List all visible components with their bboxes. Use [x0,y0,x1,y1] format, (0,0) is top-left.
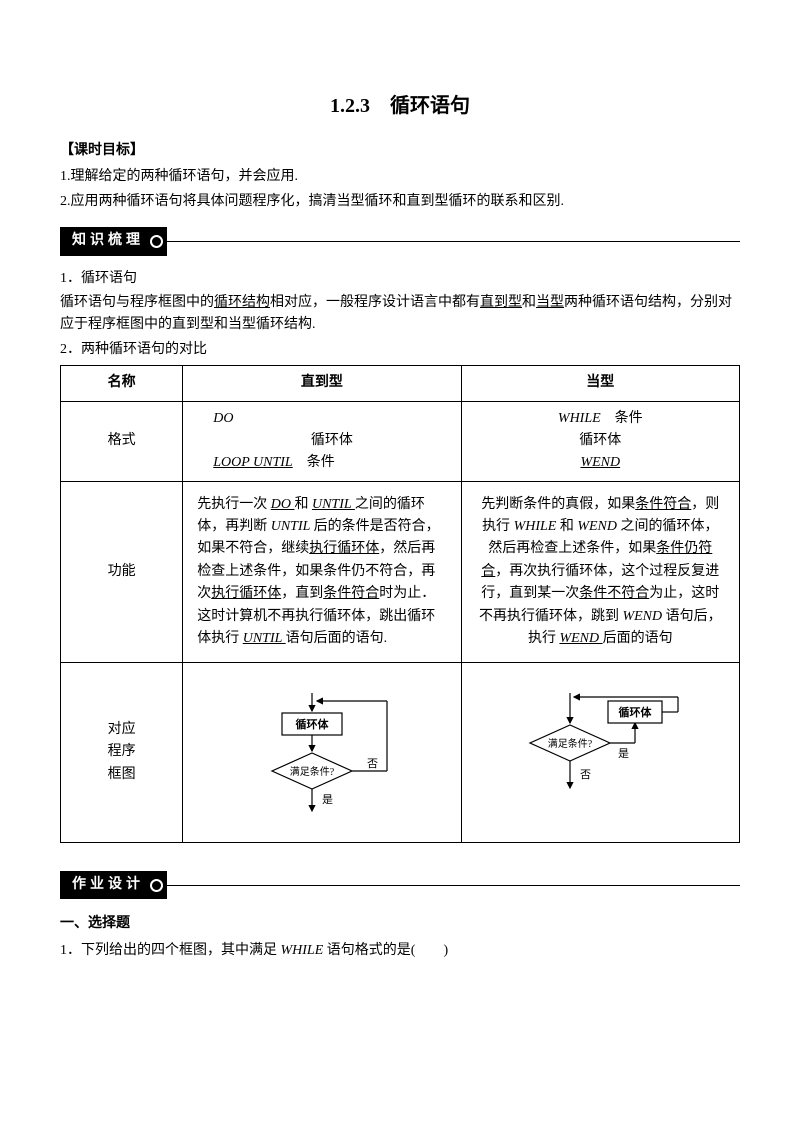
row-format-label: 格式 [61,401,183,481]
t: 对应 [71,719,172,741]
u: 条件符合 [323,586,379,601]
text: 相对应，一般程序设计语言中都有 [270,295,480,310]
cond-text: 条件 [601,411,643,426]
t: 和 [560,519,578,534]
goals-label: 课时目标 [60,140,740,162]
u: UNTIL [243,631,286,646]
hw-section-heading: 一、选择题 [60,913,740,935]
t: 先执行一次 [197,497,271,512]
cond-label: 满足条件? [548,737,593,750]
knowledge-content: 1．循环语句 循环语句与程序框图中的循环结构相对应，一般程序设计语言中都有直到型… [60,268,740,843]
tab-label: 知识梳理 [60,227,167,255]
u: DO [271,497,295,512]
t: 程序 [71,741,172,763]
s1-heading: 1．循环语句 [60,268,740,290]
u: 执行循环体 [211,586,281,601]
kw-do: DO [213,411,233,426]
tab-line [165,885,740,886]
format-while-cell: WHILE 条件 循环体 WEND [461,401,739,481]
s1-body: 循环语句与程序框图中的循环结构相对应，一般程序设计语言中都有直到型和当型两种循环… [60,292,740,337]
flowchart-until: 循环体 满足条件? 否 是 [227,693,417,813]
func-while-cell: 先判断条件的真假，如果条件符合，则执行 WHILE 和 WEND 之间的循环体，… [461,481,739,663]
goals-list: 1.理解给定的两种循环语句，并会应用. 2.应用两种循环语句将具体问题程序化，搞… [60,166,740,213]
u: 条件不符合 [579,586,649,601]
t: 后面的语句 [603,631,673,646]
table-row: 名称 直到型 当型 [61,366,740,401]
tab-label: 作业设计 [60,871,167,899]
format-until-cell: DO 循环体 LOOP UNTIL 条件 [183,401,461,481]
u: 执行循环体 [309,541,379,556]
goal-item: 1.理解给定的两种循环语句，并会应用. [60,166,740,188]
text: 和 [522,295,536,310]
row-func-label: 功能 [61,481,183,663]
question-1: 1．下列给出的四个框图，其中满足 WHILE 语句格式的是( ) [60,940,740,962]
q-keyword: WHILE [281,943,327,958]
comparison-table: 名称 直到型 当型 格式 DO 循环体 LOOP UNTIL 条件 WHILE … [60,365,740,843]
kw-wend: WEND [580,455,620,470]
kw-while: WHILE [558,411,601,426]
q-text: 下列给出的四个框图，其中满足 [81,943,281,958]
t: 语句后面的语句. [286,631,388,646]
flowchart-while: 满足条件? 是 循环体 否 [500,693,700,813]
s2-heading: 2．两种循环语句的对比 [60,339,740,361]
underline: 循环结构 [214,295,270,310]
func-until-cell: 先执行一次 DO 和 UNTIL 之间的循环体，再判断 UNTIL 后的条件是否… [183,481,461,663]
t: ，直到 [281,586,323,601]
loop-body-text: 循环体 [311,433,353,448]
underline: 直到型 [480,295,522,310]
u: 条件符合 [635,497,691,512]
no-label: 否 [580,769,591,781]
cond-label: 满足条件? [290,765,335,778]
row-diagram-label: 对应 程序 框图 [61,663,183,842]
no-label: 否 [367,758,378,770]
table-row: 对应 程序 框图 循环体 满足条件? [61,663,740,842]
t: 和 [294,497,312,512]
knowledge-tab: 知识梳理 [60,227,740,255]
k: WHILE [514,519,560,534]
page-title: 1.2.3 循环语句 [60,90,740,122]
tab-line [165,241,740,242]
diagram-until-cell: 循环体 满足条件? 否 是 [183,663,461,842]
yes-label: 是 [618,747,629,760]
t: 框图 [71,764,172,786]
underline: 当型 [536,295,564,310]
u: WEND [559,631,602,646]
cond-text: 条件 [293,455,335,470]
loop-body-label: 循环体 [295,717,329,731]
loop-body-text: 循环体 [579,433,621,448]
yes-label: 是 [322,793,333,806]
q-num: 1． [60,943,81,958]
kw-loop-until: LOOP UNTIL [213,455,293,470]
th-name: 名称 [61,366,183,401]
text: 循环语句与程序框图中的 [60,295,214,310]
u: UNTIL [312,497,355,512]
t: 先判断条件的真假，如果 [481,497,635,512]
goal-item: 2.应用两种循环语句将具体问题程序化，搞清当型循环和直到型循环的联系和区别. [60,191,740,213]
table-row: 格式 DO 循环体 LOOP UNTIL 条件 WHILE 条件 循环体 WEN… [61,401,740,481]
diagram-while-cell: 满足条件? 是 循环体 否 [461,663,739,842]
table-row: 功能 先执行一次 DO 和 UNTIL 之间的循环体，再判断 UNTIL 后的条… [61,481,740,663]
th-while: 当型 [461,366,739,401]
loop-body-label: 循环体 [619,705,653,719]
homework-tab: 作业设计 [60,871,740,899]
th-until: 直到型 [183,366,461,401]
k: WEND [622,609,665,624]
q-tail: 语句格式的是( ) [327,943,448,958]
k: WEND [577,519,620,534]
k: UNTIL [271,519,314,534]
